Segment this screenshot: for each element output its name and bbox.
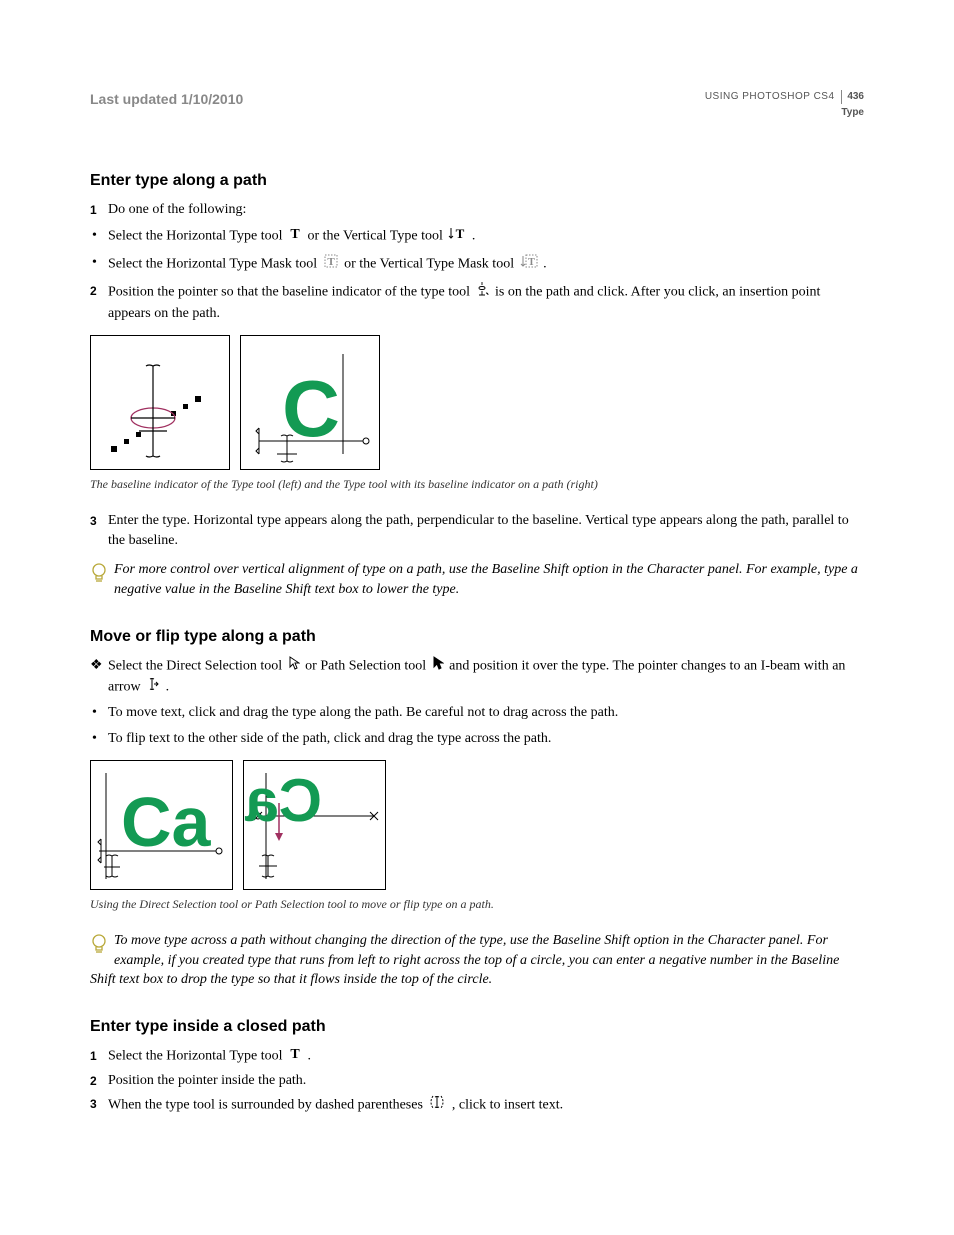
step-number: 2 (90, 281, 108, 323)
step-3: 3 Enter the type. Horizontal type appear… (90, 511, 864, 550)
bullet-mark: • (90, 226, 108, 247)
ibeam-arrow-icon (146, 677, 160, 698)
svg-text:Ca: Ca (121, 783, 212, 861)
svg-text:T: T (456, 226, 465, 240)
page-header: Last updated 1/10/2010 USING PHOTOSHOP C… (90, 90, 864, 120)
step-number: 3 (90, 511, 108, 550)
step-text: When the type tool is surrounded by dash… (108, 1094, 864, 1117)
figure-caption-1: The baseline indicator of the Type tool … (90, 476, 864, 493)
figure-box-right-2: Ca (243, 760, 386, 890)
step-number: 2 (90, 1071, 108, 1091)
step-number: 3 (90, 1094, 108, 1117)
tip-1: For more control over vertical alignment… (90, 560, 864, 599)
tip-2: To move type across a path without chang… (90, 931, 864, 990)
figure-caption-2: Using the Direct Selection tool or Path … (90, 896, 864, 913)
bullet-text: To flip text to the other side of the pa… (108, 729, 864, 749)
section2-heading: Move or flip type along a path (90, 626, 864, 648)
section3-heading: Enter type inside a closed path (90, 1016, 864, 1038)
svg-text:T: T (327, 256, 335, 268)
vertical-type-mask-tool-icon: T (520, 253, 538, 276)
svg-text:C: C (282, 364, 340, 453)
bullet-text: Select the Horizontal Type Mask tool T o… (108, 253, 864, 276)
step-text: Position the pointer inside the path. (108, 1071, 864, 1091)
step-3b: 3 When the type tool is surrounded by da… (90, 1094, 864, 1117)
bullet-item: • To move text, click and drag the type … (90, 703, 864, 723)
step-number: 1 (90, 200, 108, 220)
bullet-item: • Select the Horizontal Type Mask tool T… (90, 253, 864, 276)
horizontal-type-mask-tool-icon: T (323, 253, 339, 276)
step-1: 1 Do one of the following: (90, 200, 864, 220)
svg-text:T: T (290, 1047, 300, 1060)
page-number: 436 (841, 90, 864, 104)
step-text: Do one of the following: (108, 200, 864, 220)
bullet-mark: • (90, 703, 108, 723)
bullet-text: Select the Direct Selection tool or Path… (108, 656, 864, 697)
step-text: Select the Horizontal Type tool T . (108, 1046, 864, 1067)
step-number: 1 (90, 1046, 108, 1067)
tip-text: To move type across a path without chang… (90, 933, 839, 987)
svg-text:T: T (528, 257, 535, 268)
figure-box-left-2: Ca (90, 760, 233, 890)
step-text: Enter the type. Horizontal type appears … (108, 511, 864, 550)
figure-box-right: C (240, 335, 380, 470)
horizontal-type-tool-icon: T (288, 226, 302, 247)
svg-text:T: T (290, 227, 300, 240)
bullet-mark: • (90, 729, 108, 749)
step-text: Position the pointer so that the baselin… (108, 281, 864, 323)
figure-box-left (90, 335, 230, 470)
bullet-item: • To flip text to the other side of the … (90, 729, 864, 749)
product-name: USING PHOTOSHOP CS4 (705, 90, 835, 104)
step-2: 2 Position the pointer so that the basel… (90, 281, 864, 323)
step-1b: 1 Select the Horizontal Type tool T . (90, 1046, 864, 1067)
baseline-indicator-icon (475, 281, 489, 304)
figure-row-2: Ca Ca (90, 760, 864, 890)
lightbulb-icon (90, 933, 108, 955)
section-label: Type (705, 106, 864, 120)
bullet-mark: • (90, 253, 108, 276)
header-right: USING PHOTOSHOP CS4 436 Type (705, 90, 864, 120)
last-updated-text: Last updated 1/10/2010 (90, 90, 243, 110)
dashed-parentheses-icon (428, 1094, 446, 1117)
svg-text:Ca: Ca (245, 767, 322, 834)
figure-row-1: C (90, 335, 864, 470)
vertical-type-tool-icon: T (448, 226, 466, 247)
path-selection-tool-icon (432, 656, 444, 677)
bullet-item: • Select the Horizontal Type tool T or t… (90, 226, 864, 247)
bullet-text: To move text, click and drag the type al… (108, 703, 864, 723)
diamond-mark: ❖ (90, 656, 108, 697)
direct-selection-tool-icon (288, 656, 300, 677)
bullet-text: Select the Horizontal Type tool T or the… (108, 226, 864, 247)
tip-text: For more control over vertical alignment… (114, 562, 858, 597)
diamond-bullet: ❖ Select the Direct Selection tool or Pa… (90, 656, 864, 697)
lightbulb-icon (90, 562, 108, 584)
horizontal-type-tool-icon: T (288, 1046, 302, 1067)
step-2b: 2 Position the pointer inside the path. (90, 1071, 864, 1091)
section1-heading: Enter type along a path (90, 170, 864, 192)
